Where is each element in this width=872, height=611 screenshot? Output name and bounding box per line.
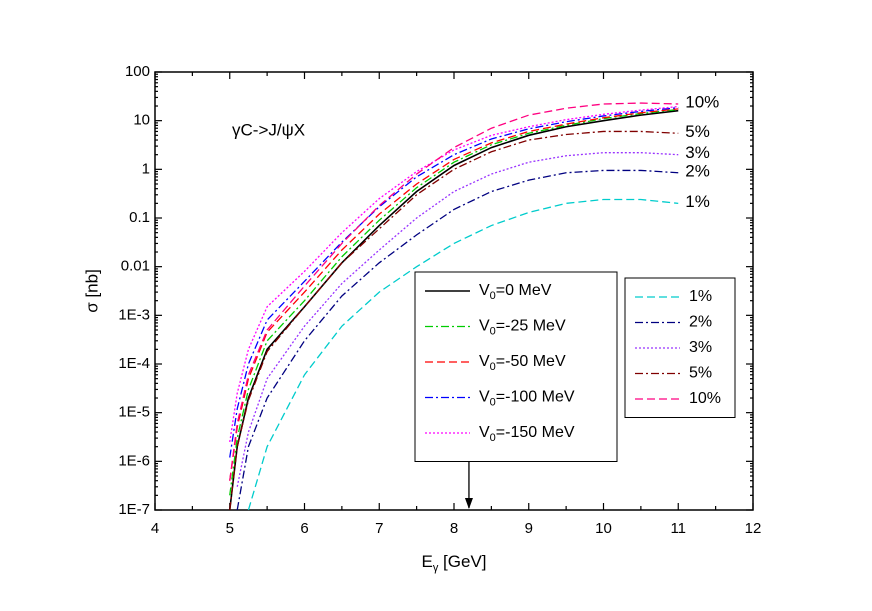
x-tick-label: 6 (300, 520, 308, 537)
y-tick-label: 1E-5 (118, 404, 150, 421)
y-tick-label: 1E-6 (118, 452, 150, 469)
x-tick-label: 8 (450, 520, 458, 537)
series-line (247, 198, 679, 511)
x-tick-label: 11 (670, 520, 686, 537)
y-tick-label: 1E-3 (118, 306, 150, 323)
series-line (236, 152, 679, 487)
x-tick-label: 9 (525, 520, 533, 537)
y-tick-label: 1E-4 (118, 355, 150, 372)
x-tick-label: 5 (226, 520, 234, 537)
legend-box (414, 271, 618, 462)
legend-label: V0=-100 MeV (479, 389, 575, 409)
series-line (229, 102, 679, 481)
x-tick-label: 10 (595, 520, 612, 537)
x-tick-label: 4 (151, 520, 159, 537)
end-label: 3% (685, 143, 710, 162)
legend-label: 10% (689, 390, 721, 407)
legend-label: 3% (689, 339, 712, 356)
y-tick-label: 10 (133, 112, 150, 129)
y-tick-label: 0.1 (129, 209, 150, 226)
legend-label: V0=-150 MeV (479, 424, 575, 444)
end-label: 10% (685, 92, 719, 111)
x-tick-label: 7 (375, 520, 383, 537)
x-tick-label: 12 (745, 520, 762, 537)
y-tick-label: 100 (125, 63, 150, 80)
series-line (229, 108, 679, 496)
y-tick-label: 1E-7 (118, 501, 150, 518)
annotation: γC->J/ψX (232, 120, 305, 139)
x-axis-label: Eγ [GeV] (421, 552, 486, 573)
legend-label: V0=0 MeV (479, 282, 552, 302)
end-label: 1% (685, 192, 710, 211)
legend-label: 5% (689, 365, 712, 382)
series-line (228, 109, 679, 511)
legend-label: 1% (689, 288, 712, 305)
end-label: 2% (685, 161, 710, 180)
y-axis-label: σ [nb] (82, 269, 101, 313)
series-line (236, 169, 679, 511)
y-tick-label: 1 (142, 160, 150, 177)
end-label: 5% (685, 122, 710, 141)
legend-label: V0=-50 MeV (479, 353, 566, 373)
y-tick-label: 0.01 (121, 258, 150, 275)
legend-label: 2% (689, 314, 712, 331)
series-line (229, 130, 679, 511)
series-line (229, 108, 679, 481)
legend-label: V0=-25 MeV (479, 318, 566, 338)
arrow-head (464, 498, 473, 509)
